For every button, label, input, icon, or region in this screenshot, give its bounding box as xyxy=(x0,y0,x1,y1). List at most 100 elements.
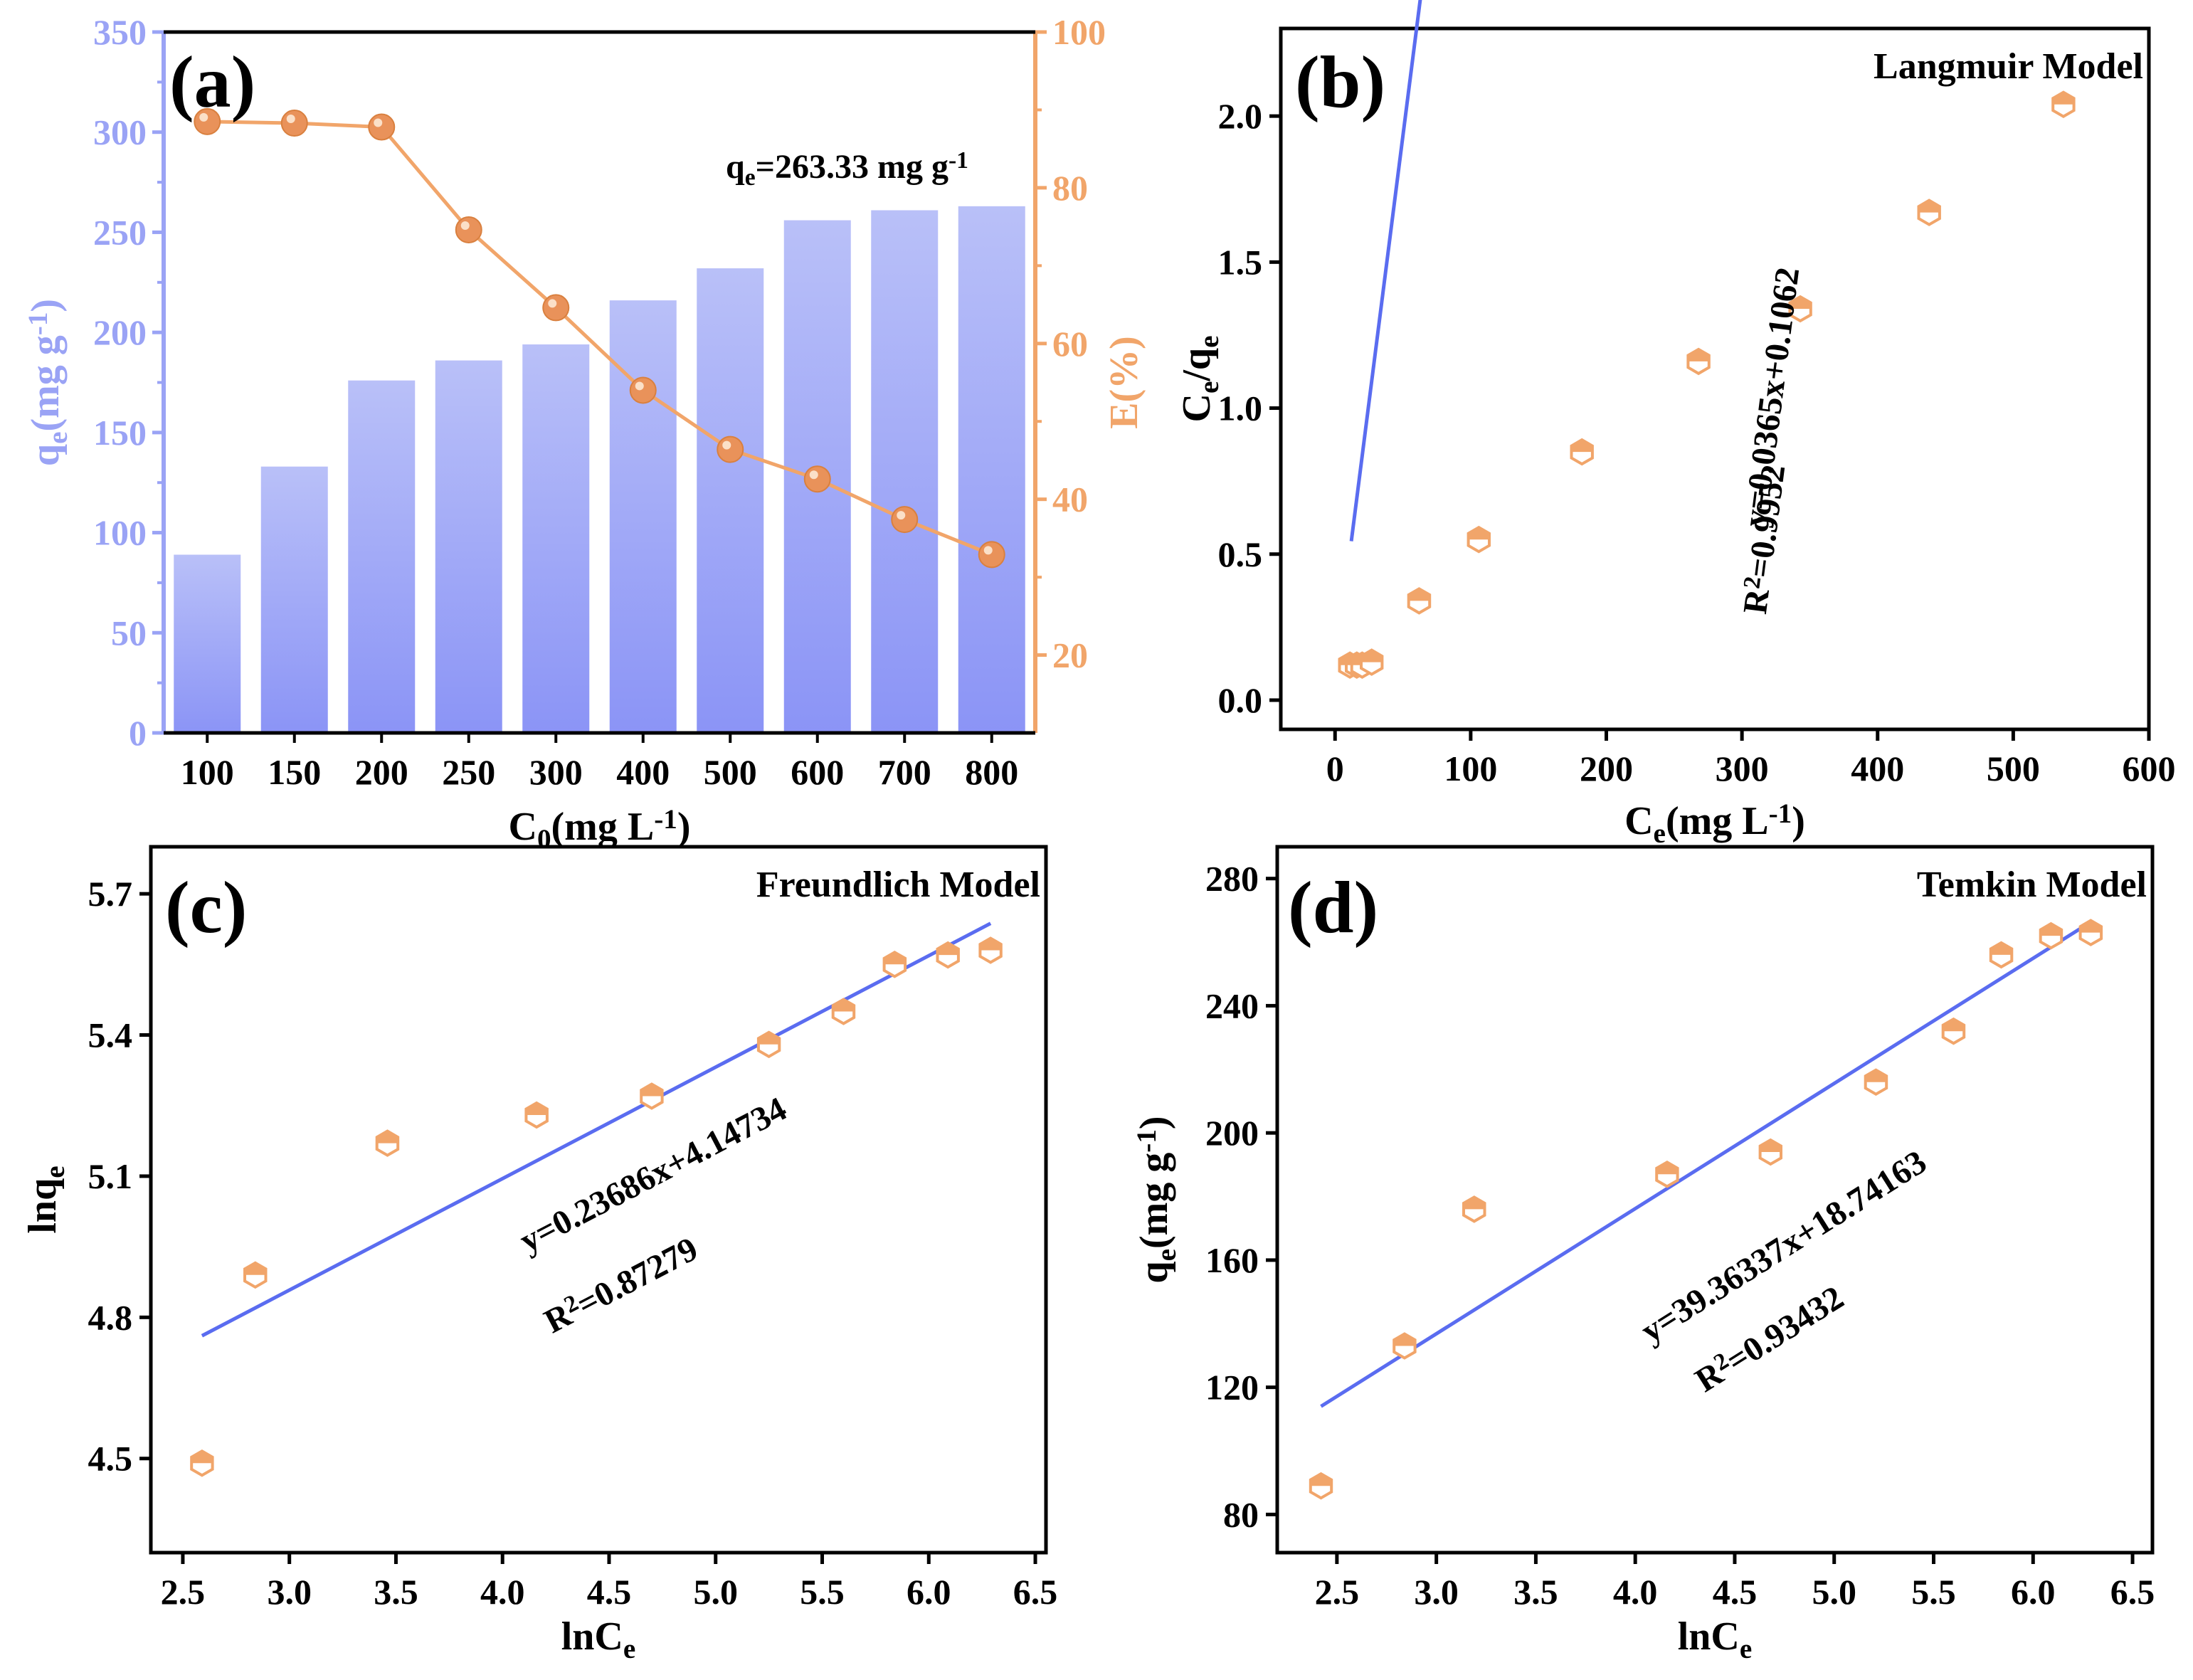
efficiency-marker xyxy=(803,465,831,493)
y-tick-label: 160 xyxy=(1205,1240,1259,1280)
x-tick-label: 300 xyxy=(529,752,583,792)
marker-fill xyxy=(526,1103,547,1115)
x-tick-label: 5.0 xyxy=(693,1572,738,1612)
data-point xyxy=(2051,90,2076,119)
efficiency-marker xyxy=(280,110,308,137)
marker-fill xyxy=(884,952,906,965)
fit-line xyxy=(201,921,992,1338)
efficiency-marker xyxy=(717,435,744,463)
y-tick-label: 300 xyxy=(93,112,147,152)
y-axis-title: lnqe xyxy=(21,1166,70,1233)
x-tick-label: 3.0 xyxy=(1414,1572,1459,1612)
y-axis-title: qe(mg g-1) xyxy=(1131,1116,1181,1283)
data-point xyxy=(190,1449,214,1477)
marker-highlight xyxy=(548,299,557,308)
marker-fill xyxy=(758,1032,780,1045)
x-axis-title: C0(mg L-1) xyxy=(508,804,690,854)
x-tick-label: 3.5 xyxy=(1513,1572,1558,1612)
x-tick-label: 5.5 xyxy=(1911,1572,1956,1612)
marker-fill xyxy=(1571,440,1592,453)
y-tick-label: 0.5 xyxy=(1218,534,1263,574)
x-tick-label: 200 xyxy=(355,752,408,792)
x-tick-label: 100 xyxy=(1444,749,1497,788)
data-point xyxy=(978,936,1003,964)
x-tick-label: 600 xyxy=(791,752,844,792)
data-point xyxy=(1917,199,1941,226)
efficiency-marker xyxy=(368,113,396,141)
x-tick-label: 6.0 xyxy=(907,1572,951,1612)
y-tick-label: 100 xyxy=(93,513,147,553)
marker-fill xyxy=(1464,1197,1485,1210)
y-tick-label: 0 xyxy=(129,713,147,753)
data-point xyxy=(1788,295,1812,323)
panel-label: (c) xyxy=(165,867,247,949)
marker-highlight xyxy=(983,546,993,555)
panel-d-chart: 2.5 3.0 3.5 4.0 4.5 5.0 5.5 6.0 6.5 80 120 160 200 24… xyxy=(1131,845,2155,1664)
efficiency-line xyxy=(207,120,993,556)
marker-fill xyxy=(1394,1333,1415,1346)
bar xyxy=(260,466,328,733)
marker-fill xyxy=(1688,349,1709,361)
y-tick-label: 50 xyxy=(111,613,147,653)
marker-fill xyxy=(1790,297,1811,309)
marker-highlight xyxy=(635,381,644,391)
x-tick-label: 300 xyxy=(1716,749,1769,788)
marker-fill xyxy=(1943,1019,1965,1032)
data-point xyxy=(243,1261,268,1289)
data-point xyxy=(1393,1332,1417,1360)
marker-fill xyxy=(1361,650,1383,662)
data-point xyxy=(1655,1160,1679,1188)
data-point xyxy=(1941,1017,1966,1045)
x-axis-title: lnCe xyxy=(561,1615,636,1664)
panel-label: (d) xyxy=(1288,867,1378,949)
data-point xyxy=(1467,525,1491,554)
marker-highlight xyxy=(286,115,295,124)
y-tick-label: 4.8 xyxy=(88,1297,133,1337)
y2-tick-label: 100 xyxy=(1052,12,1106,52)
y-tick-label: 350 xyxy=(93,12,147,52)
data-point xyxy=(1686,347,1711,376)
marker-highlight xyxy=(460,221,470,230)
marker-fill xyxy=(2040,924,2062,936)
y2-tick-label: 20 xyxy=(1052,635,1088,675)
efficiency-marker xyxy=(542,294,570,322)
bar xyxy=(522,344,590,733)
marker-fill xyxy=(1760,1140,1781,1152)
efficiency-marker xyxy=(455,216,482,243)
x-tick-label: 100 xyxy=(181,752,234,792)
data-point xyxy=(1989,941,2014,969)
marker-fill xyxy=(937,943,958,956)
plot-frame xyxy=(1279,26,2151,731)
data-point xyxy=(1407,587,1432,615)
y-tick-label: 240 xyxy=(1205,986,1259,1025)
marker-fill xyxy=(833,999,855,1012)
data-point xyxy=(831,998,856,1025)
x-tick-label: 250 xyxy=(442,752,495,792)
data-point xyxy=(1360,648,1384,676)
y-axis-title: Ce/qe xyxy=(1175,336,1225,423)
x-tick-label: 800 xyxy=(965,752,1018,792)
x-tick-label: 3.5 xyxy=(374,1572,418,1612)
data-point xyxy=(936,941,960,969)
x-tick-label: 4.0 xyxy=(480,1572,525,1612)
model-title: Langmuir Model xyxy=(1874,46,2143,87)
efficiency-marker xyxy=(629,376,657,404)
marker-fill xyxy=(191,1451,213,1464)
x-tick-label: 500 xyxy=(1987,749,2040,788)
y-tick-label: 5.1 xyxy=(88,1156,133,1196)
marker-highlight xyxy=(897,511,906,520)
max-capacity-annotation: qe=263.33 mg g-1 xyxy=(726,147,968,191)
y-tick-label: 5.4 xyxy=(88,1015,133,1055)
marker-fill xyxy=(1310,1474,1332,1486)
data-point xyxy=(524,1101,549,1129)
marker-fill xyxy=(1865,1069,1887,1082)
data-point xyxy=(375,1129,400,1157)
panel-label: (b) xyxy=(1295,41,1385,123)
y-tick-label: 80 xyxy=(1223,1494,1259,1534)
marker-highlight xyxy=(199,112,208,122)
y2-tick-label: 40 xyxy=(1052,480,1088,519)
marker-fill xyxy=(1468,527,1489,540)
bar xyxy=(697,268,764,734)
y2-axis-title: E(%) xyxy=(1102,336,1146,429)
